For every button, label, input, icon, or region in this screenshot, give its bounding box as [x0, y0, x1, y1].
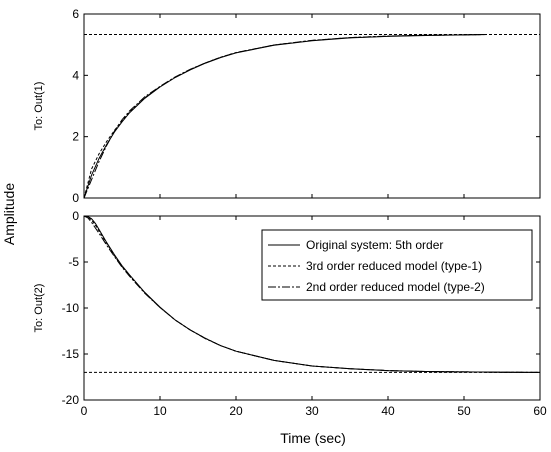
legend-entry-2nd-order: 2nd order reduced model (type-2): [306, 280, 485, 294]
ytick-label: -5: [68, 255, 79, 269]
top-panel: To: Out(1) 0 2 4 6: [33, 7, 541, 205]
legend-entry-original: Original system: 5th order: [306, 238, 443, 252]
panel-ylabel-1: To: Out(2): [33, 284, 45, 333]
series-0-2: [83, 34, 487, 199]
ytick-label: -20: [62, 393, 80, 407]
xtick-label: 30: [305, 404, 319, 418]
x-axis-label: Time (sec): [280, 430, 346, 446]
ytick-label: -10: [62, 301, 80, 315]
axes-frame-0: [83, 13, 541, 199]
ytick-label: 0: [72, 191, 79, 205]
xtick-label: 60: [533, 404, 547, 418]
ytick-label: 4: [72, 68, 79, 82]
ytick-label: -15: [62, 347, 80, 361]
bottom-panel: To: Out(2)0-5-10-15-200 10 20 30 40 50 60: [33, 209, 547, 418]
ytick-label: 0: [72, 209, 79, 223]
ytick-label: 6: [72, 7, 79, 21]
series-0-1: [83, 34, 487, 199]
xtick-label: 40: [381, 404, 395, 418]
series-0-0: [83, 34, 487, 199]
series-1-1: [83, 215, 541, 373]
legend-box: [261, 229, 533, 301]
xtick-label: 10: [153, 404, 167, 418]
panel-ylabel-0: To: Out(1): [33, 82, 45, 131]
legend: Original system: 5th order 3rd order red…: [261, 229, 533, 301]
legend-entry-3rd-order: 3rd order reduced model (type-1): [306, 259, 482, 273]
y-axis-label: Amplitude: [1, 183, 17, 245]
xtick-label: 0: [81, 404, 88, 418]
ytick-label: 2: [72, 130, 79, 144]
xtick-label: 20: [229, 404, 243, 418]
series-1-2: [83, 215, 541, 373]
xtick-label: 50: [457, 404, 471, 418]
